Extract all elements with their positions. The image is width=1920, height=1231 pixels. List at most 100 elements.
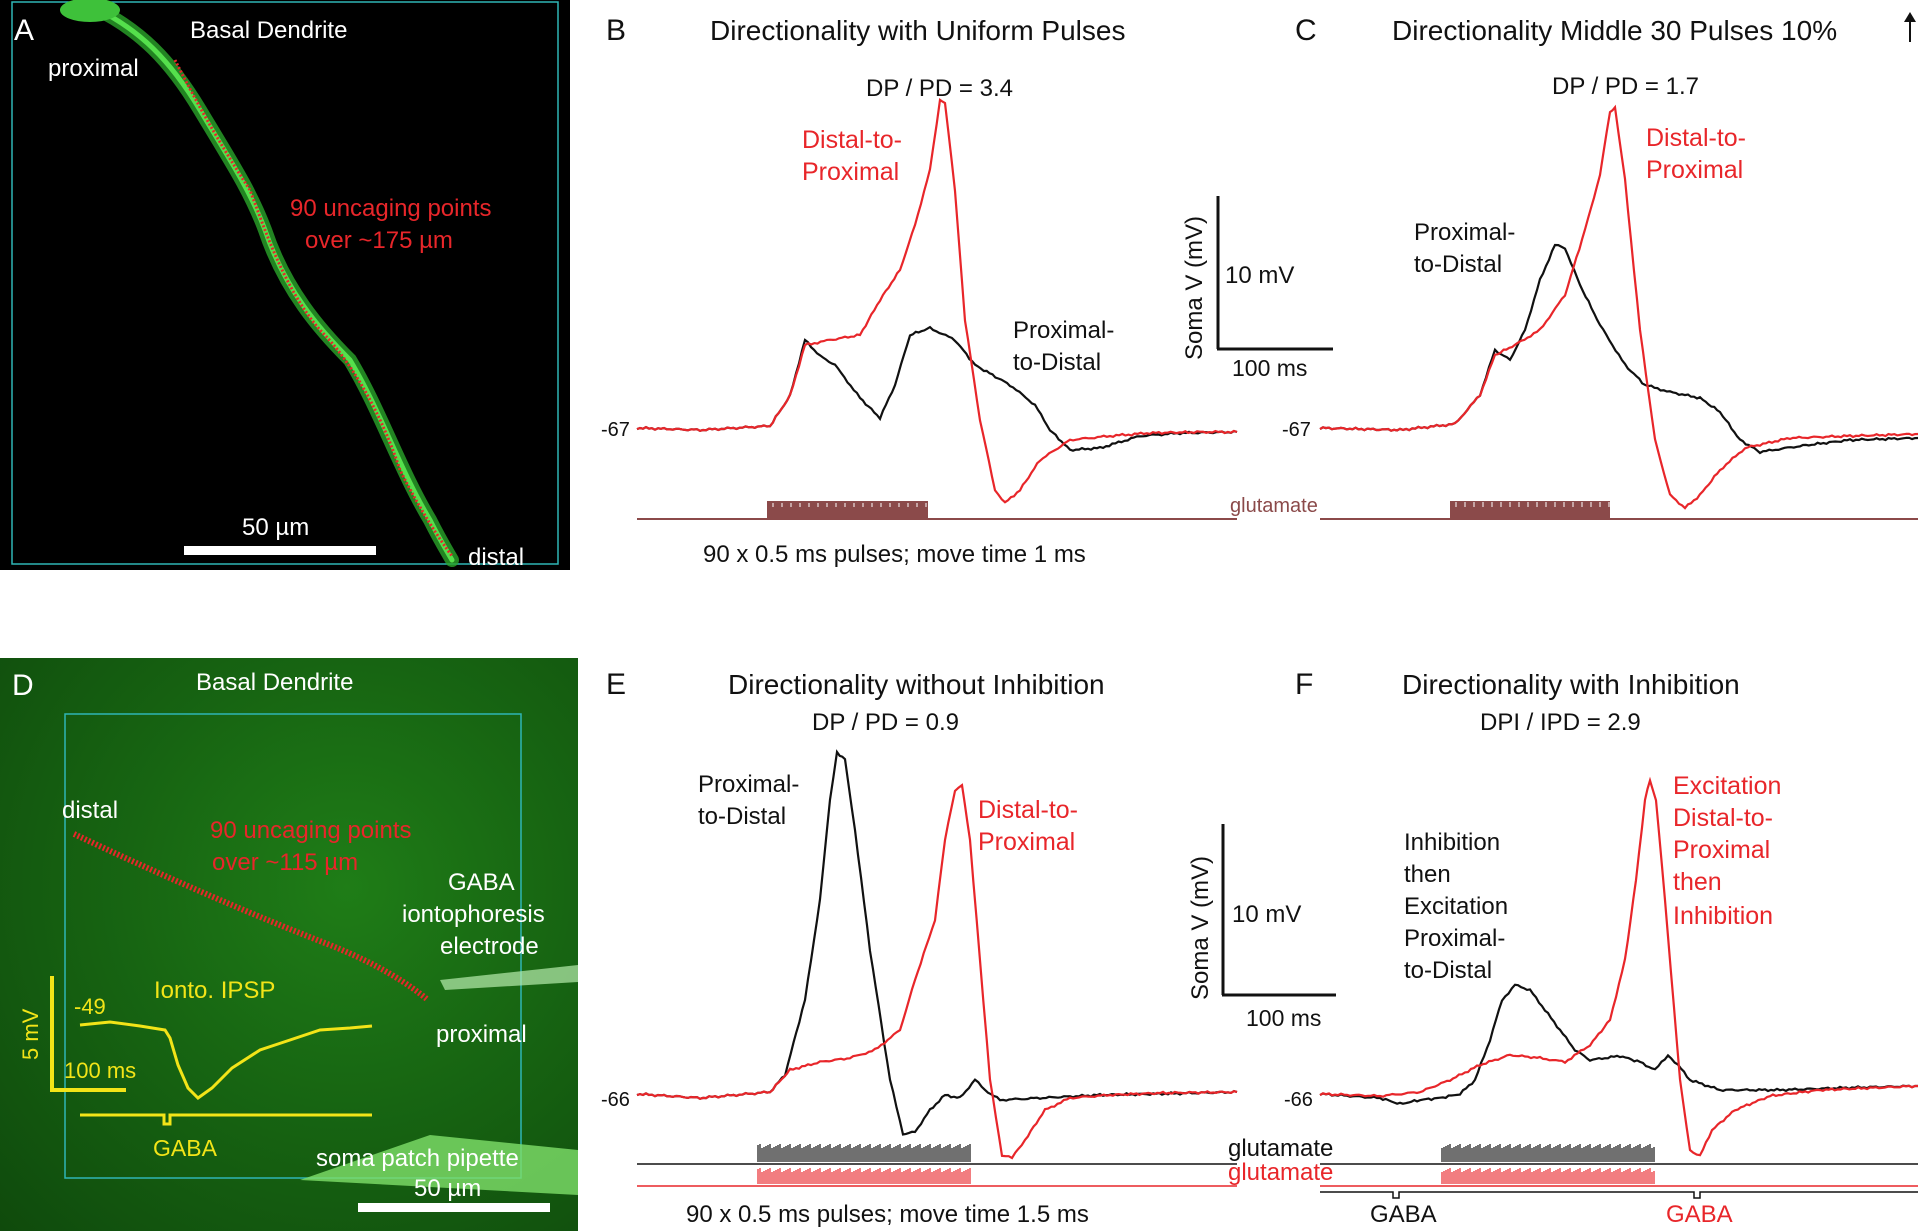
panel-d-micrograph (0, 658, 578, 1231)
panel-f-trace-excitation-then-inhibition (1319, 776, 1918, 1157)
panel-d-scale-v: 5 mV (18, 1008, 43, 1060)
top-scale-ylabel: Soma V (mV) (1181, 216, 1208, 360)
panel-a-scalebar-label: 50 µm (242, 514, 309, 541)
panel-a-dendrite-core (92, 5, 455, 563)
panel-b-footer: 90 x 0.5 ms pulses; move time 1 ms (703, 541, 1086, 568)
panel-a-proximal-label: proximal (48, 55, 139, 82)
panel-f-black-label-3: Excitation (1404, 893, 1508, 920)
panel-b-red-label-2: Proximal (802, 158, 899, 186)
panel-e-letter: E (606, 668, 626, 701)
panel-e-title: Directionality without Inhibition (728, 669, 1105, 700)
panel-e-footer: 90 x 0.5 ms pulses; move time 1.5 ms (686, 1201, 1089, 1228)
panel-a-uncaging-points (173, 59, 454, 557)
panel-c-red-label-1: Distal-to- (1646, 124, 1746, 152)
panel-c-letter: C (1295, 14, 1317, 47)
panel-f-red-label-3: Proximal (1673, 836, 1770, 864)
panel-a-letter: A (14, 14, 34, 47)
panel-d-roi-box (64, 713, 522, 1179)
panel-d-electrode (440, 965, 578, 990)
glutamate-pulse-block (767, 501, 928, 519)
panel-e-glutamate-pulses-red (757, 1168, 971, 1184)
panel-f: F Directionality with Inhibition DPI / I… (1284, 668, 1918, 1228)
panel-b-trace-proximal-to-distal (636, 325, 1238, 452)
panel-a-title: Basal Dendrite (190, 17, 347, 44)
panel-f-gaba-right-label: GABA (1666, 1201, 1733, 1228)
panel-c-trace-proximal-to-distal (1319, 243, 1919, 455)
panel-d-proximal-label: proximal (436, 1021, 527, 1048)
panel-f-red-label-2: Distal-to- (1673, 804, 1773, 832)
panel-d-gaba-label: GABA (153, 1135, 218, 1161)
bottom-scale-ylabel: Soma V (mV) (1187, 856, 1214, 1000)
panel-c-trace-distal-to-proximal (1319, 104, 1919, 510)
panel-d-uncaging-line1: 90 uncaging points (210, 817, 412, 844)
panel-d-scalebar (358, 1203, 550, 1212)
bottom-scale-bar: Soma V (mV) 10 mV 100 ms (1187, 824, 1336, 1031)
panel-d-pipette-label: soma patch pipette (316, 1145, 519, 1172)
glutamate-pulse-block (1450, 501, 1610, 519)
panel-a-scalebar (184, 546, 376, 555)
panel-f-glutamate-pulses-black (1441, 1144, 1655, 1162)
panel-f-ratio: DPI / IPD = 2.9 (1480, 709, 1641, 736)
panel-b-ratio: DP / PD = 3.4 (866, 75, 1013, 102)
panel-f-black-label-2: then (1404, 861, 1451, 888)
panel-f-red-label-5: Inhibition (1673, 902, 1773, 930)
panel-f-glutamate-pulses-red (1441, 1168, 1655, 1184)
panel-d-scale-t: 100 ms (64, 1058, 136, 1083)
panel-d-ipsp-trace (79, 1020, 373, 1100)
panel-e-trace-distal-to-proximal (636, 783, 1238, 1160)
bottom-scale-v-label: 10 mV (1232, 901, 1301, 928)
panel-c-black-label-1: Proximal- (1414, 219, 1515, 246)
panel-c-baseline: -67 (1282, 419, 1311, 441)
panel-b-glutamate-pulses (767, 501, 928, 519)
panel-d-uncaging-line2: over ~115 µm (212, 849, 358, 876)
panel-d-title: Basal Dendrite (196, 669, 353, 696)
panel-d-electrode-2: iontophoresis (402, 901, 545, 928)
panel-c-up-arrow-icon (1904, 12, 1916, 22)
panel-d-distal-label: distal (62, 797, 118, 824)
panel-d-gaba-pulse (80, 1113, 372, 1126)
panel-b-black-label-1: Proximal- (1013, 317, 1114, 344)
panel-b-baseline: -67 (601, 419, 630, 441)
panel-c: C Directionality Middle 30 Pulses 10% DP… (1282, 12, 1919, 520)
bottom-scale-t-label: 100 ms (1246, 1005, 1321, 1031)
panel-b: B Directionality with Uniform Pulses DP … (601, 14, 1318, 568)
panel-f-black-label-4: Proximal- (1404, 925, 1505, 952)
top-scale-bar: Soma V (mV) 10 mV 100 ms (1181, 196, 1333, 381)
panel-a-uncaging-line1: 90 uncaging points (290, 195, 492, 222)
top-scale-t-label: 100 ms (1232, 355, 1307, 381)
panel-d-ipsp-label: Ionto. IPSP (154, 977, 275, 1004)
panel-c-title: Directionality Middle 30 Pulses 10% (1392, 15, 1837, 46)
panel-c-red-label-2: Proximal (1646, 156, 1743, 184)
panel-b-letter: B (606, 14, 626, 47)
panel-c-black-label-2: to-Distal (1414, 251, 1502, 278)
panel-f-red-label-4: then (1673, 868, 1722, 896)
panel-e-red-label-1: Distal-to- (978, 796, 1078, 824)
panel-a-dendrite (88, 1, 459, 567)
panel-a-soma-blob (60, 0, 120, 22)
panel-d-uncaging-points (72, 831, 430, 1003)
panel-b-black-label-2: to-Distal (1013, 349, 1101, 376)
panel-f-gaba-left-label: GABA (1370, 1201, 1437, 1228)
panel-d-letter: D (12, 669, 34, 702)
panel-b-trace-distal-to-proximal (636, 97, 1238, 504)
panel-b-red-label-1: Distal-to- (802, 126, 902, 154)
panel-e-baseline: -66 (601, 1089, 630, 1111)
panel-d-scalebar-label: 50 µm (414, 1175, 481, 1202)
panel-b-title: Directionality with Uniform Pulses (710, 15, 1125, 46)
panel-f-gaba-pulses (1320, 1191, 1918, 1199)
panel-d: D Basal Dendrite distal 90 uncaging poin… (12, 669, 578, 1212)
panel-f-baseline: -66 (1284, 1089, 1313, 1111)
panel-a-uncaging-line2: over ~175 µm (305, 227, 453, 254)
panel-f-letter: F (1295, 668, 1313, 701)
top-scale-v-label: 10 mV (1225, 262, 1294, 289)
panel-f-red-label-1: Excitation (1673, 772, 1781, 800)
panel-f-black-label-5: to-Distal (1404, 957, 1492, 984)
panel-f-black-label-1: Inhibition (1404, 829, 1500, 856)
panel-d-ipsp-baseline: -49 (74, 994, 106, 1019)
panel-e-black-label-1: Proximal- (698, 771, 799, 798)
panel-e-glutamate-pulses-black (757, 1144, 971, 1162)
panel-e-ratio: DP / PD = 0.9 (812, 709, 959, 736)
panel-f-trace-inhibition-then-excitation (1319, 983, 1918, 1105)
panel-a-distal-label: distal (468, 544, 524, 571)
